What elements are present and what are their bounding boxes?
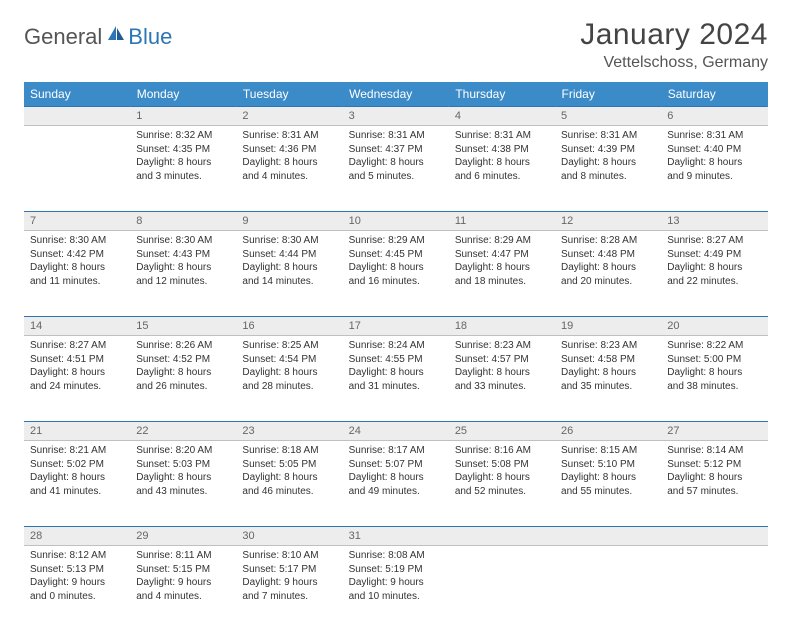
day-content-cell: [661, 546, 767, 632]
day-number-cell: [555, 527, 661, 546]
day-number-cell: 14: [24, 317, 130, 336]
day-number-cell: [661, 527, 767, 546]
day-number-cell: 26: [555, 422, 661, 441]
day-number-row: 78910111213: [24, 212, 768, 231]
day-number-row: 28293031: [24, 527, 768, 546]
day-number-cell: 18: [449, 317, 555, 336]
logo-sail-icon: [106, 24, 126, 47]
day-number-cell: 2: [236, 107, 342, 126]
day-number-cell: 11: [449, 212, 555, 231]
day-content-cell: Sunrise: 8:25 AMSunset: 4:54 PMDaylight:…: [236, 336, 342, 422]
day-number-cell: 7: [24, 212, 130, 231]
day-number-cell: 24: [343, 422, 449, 441]
day-content-cell: Sunrise: 8:08 AMSunset: 5:19 PMDaylight:…: [343, 546, 449, 632]
day-number-cell: 13: [661, 212, 767, 231]
logo-text-general: General: [24, 24, 102, 50]
day-content-cell: Sunrise: 8:27 AMSunset: 4:51 PMDaylight:…: [24, 336, 130, 422]
day-content-cell: Sunrise: 8:30 AMSunset: 4:43 PMDaylight:…: [130, 231, 236, 317]
day-content-cell: Sunrise: 8:11 AMSunset: 5:15 PMDaylight:…: [130, 546, 236, 632]
day-content-cell: Sunrise: 8:14 AMSunset: 5:12 PMDaylight:…: [661, 441, 767, 527]
day-number-cell: 3: [343, 107, 449, 126]
day-content-cell: Sunrise: 8:31 AMSunset: 4:37 PMDaylight:…: [343, 126, 449, 212]
day-content-cell: Sunrise: 8:27 AMSunset: 4:49 PMDaylight:…: [661, 231, 767, 317]
day-number-row: 21222324252627: [24, 422, 768, 441]
day-content-cell: Sunrise: 8:30 AMSunset: 4:42 PMDaylight:…: [24, 231, 130, 317]
day-number-cell: 1: [130, 107, 236, 126]
day-content-cell: Sunrise: 8:16 AMSunset: 5:08 PMDaylight:…: [449, 441, 555, 527]
weekday-header: Monday: [130, 82, 236, 107]
day-number-row: 123456: [24, 107, 768, 126]
header: General Blue January 2024 Vettelschoss, …: [24, 18, 768, 72]
day-number-cell: 23: [236, 422, 342, 441]
day-content-cell: Sunrise: 8:31 AMSunset: 4:36 PMDaylight:…: [236, 126, 342, 212]
day-content-row: Sunrise: 8:32 AMSunset: 4:35 PMDaylight:…: [24, 126, 768, 212]
logo: General Blue: [24, 24, 172, 50]
day-content-cell: [449, 546, 555, 632]
calendar-table: Sunday Monday Tuesday Wednesday Thursday…: [24, 82, 768, 632]
location: Vettelschoss, Germany: [580, 54, 768, 72]
weekday-header: Friday: [555, 82, 661, 107]
day-content-cell: Sunrise: 8:23 AMSunset: 4:57 PMDaylight:…: [449, 336, 555, 422]
day-number-cell: 19: [555, 317, 661, 336]
day-content-cell: Sunrise: 8:31 AMSunset: 4:40 PMDaylight:…: [661, 126, 767, 212]
day-number-cell: 4: [449, 107, 555, 126]
day-content-cell: Sunrise: 8:12 AMSunset: 5:13 PMDaylight:…: [24, 546, 130, 632]
day-number-cell: 12: [555, 212, 661, 231]
day-content-cell: Sunrise: 8:28 AMSunset: 4:48 PMDaylight:…: [555, 231, 661, 317]
logo-text-blue: Blue: [128, 24, 172, 50]
day-content-cell: Sunrise: 8:20 AMSunset: 5:03 PMDaylight:…: [130, 441, 236, 527]
day-content-row: Sunrise: 8:12 AMSunset: 5:13 PMDaylight:…: [24, 546, 768, 632]
title-block: January 2024 Vettelschoss, Germany: [580, 18, 768, 72]
day-content-cell: Sunrise: 8:29 AMSunset: 4:45 PMDaylight:…: [343, 231, 449, 317]
day-content-cell: Sunrise: 8:31 AMSunset: 4:38 PMDaylight:…: [449, 126, 555, 212]
month-title: January 2024: [580, 18, 768, 52]
day-content-cell: Sunrise: 8:22 AMSunset: 5:00 PMDaylight:…: [661, 336, 767, 422]
weekday-header: Thursday: [449, 82, 555, 107]
day-number-cell: 31: [343, 527, 449, 546]
day-number-cell: 8: [130, 212, 236, 231]
day-content-cell: Sunrise: 8:21 AMSunset: 5:02 PMDaylight:…: [24, 441, 130, 527]
day-number-cell: 15: [130, 317, 236, 336]
day-content-cell: Sunrise: 8:18 AMSunset: 5:05 PMDaylight:…: [236, 441, 342, 527]
calendar-body: 123456Sunrise: 8:32 AMSunset: 4:35 PMDay…: [24, 107, 768, 632]
day-number-cell: 17: [343, 317, 449, 336]
day-number-cell: 22: [130, 422, 236, 441]
day-content-cell: Sunrise: 8:31 AMSunset: 4:39 PMDaylight:…: [555, 126, 661, 212]
day-number-cell: [449, 527, 555, 546]
day-number-cell: 10: [343, 212, 449, 231]
day-content-cell: Sunrise: 8:29 AMSunset: 4:47 PMDaylight:…: [449, 231, 555, 317]
weekday-header: Saturday: [661, 82, 767, 107]
day-content-cell: Sunrise: 8:15 AMSunset: 5:10 PMDaylight:…: [555, 441, 661, 527]
day-content-row: Sunrise: 8:30 AMSunset: 4:42 PMDaylight:…: [24, 231, 768, 317]
day-number-cell: 30: [236, 527, 342, 546]
day-number-cell: 6: [661, 107, 767, 126]
day-content-cell: [555, 546, 661, 632]
day-content-row: Sunrise: 8:27 AMSunset: 4:51 PMDaylight:…: [24, 336, 768, 422]
day-content-cell: Sunrise: 8:24 AMSunset: 4:55 PMDaylight:…: [343, 336, 449, 422]
day-content-row: Sunrise: 8:21 AMSunset: 5:02 PMDaylight:…: [24, 441, 768, 527]
weekday-header: Sunday: [24, 82, 130, 107]
day-content-cell: Sunrise: 8:23 AMSunset: 4:58 PMDaylight:…: [555, 336, 661, 422]
day-number-cell: 20: [661, 317, 767, 336]
weekday-header-row: Sunday Monday Tuesday Wednesday Thursday…: [24, 82, 768, 107]
day-number-cell: 27: [661, 422, 767, 441]
day-content-cell: Sunrise: 8:17 AMSunset: 5:07 PMDaylight:…: [343, 441, 449, 527]
weekday-header: Wednesday: [343, 82, 449, 107]
day-number-cell: 29: [130, 527, 236, 546]
day-number-cell: 28: [24, 527, 130, 546]
day-content-cell: Sunrise: 8:26 AMSunset: 4:52 PMDaylight:…: [130, 336, 236, 422]
day-content-cell: Sunrise: 8:10 AMSunset: 5:17 PMDaylight:…: [236, 546, 342, 632]
day-number-cell: [24, 107, 130, 126]
day-number-cell: 25: [449, 422, 555, 441]
day-number-cell: 21: [24, 422, 130, 441]
day-content-cell: Sunrise: 8:30 AMSunset: 4:44 PMDaylight:…: [236, 231, 342, 317]
day-content-cell: [24, 126, 130, 212]
day-number-cell: 9: [236, 212, 342, 231]
day-number-cell: 5: [555, 107, 661, 126]
weekday-header: Tuesday: [236, 82, 342, 107]
day-number-cell: 16: [236, 317, 342, 336]
day-content-cell: Sunrise: 8:32 AMSunset: 4:35 PMDaylight:…: [130, 126, 236, 212]
day-number-row: 14151617181920: [24, 317, 768, 336]
